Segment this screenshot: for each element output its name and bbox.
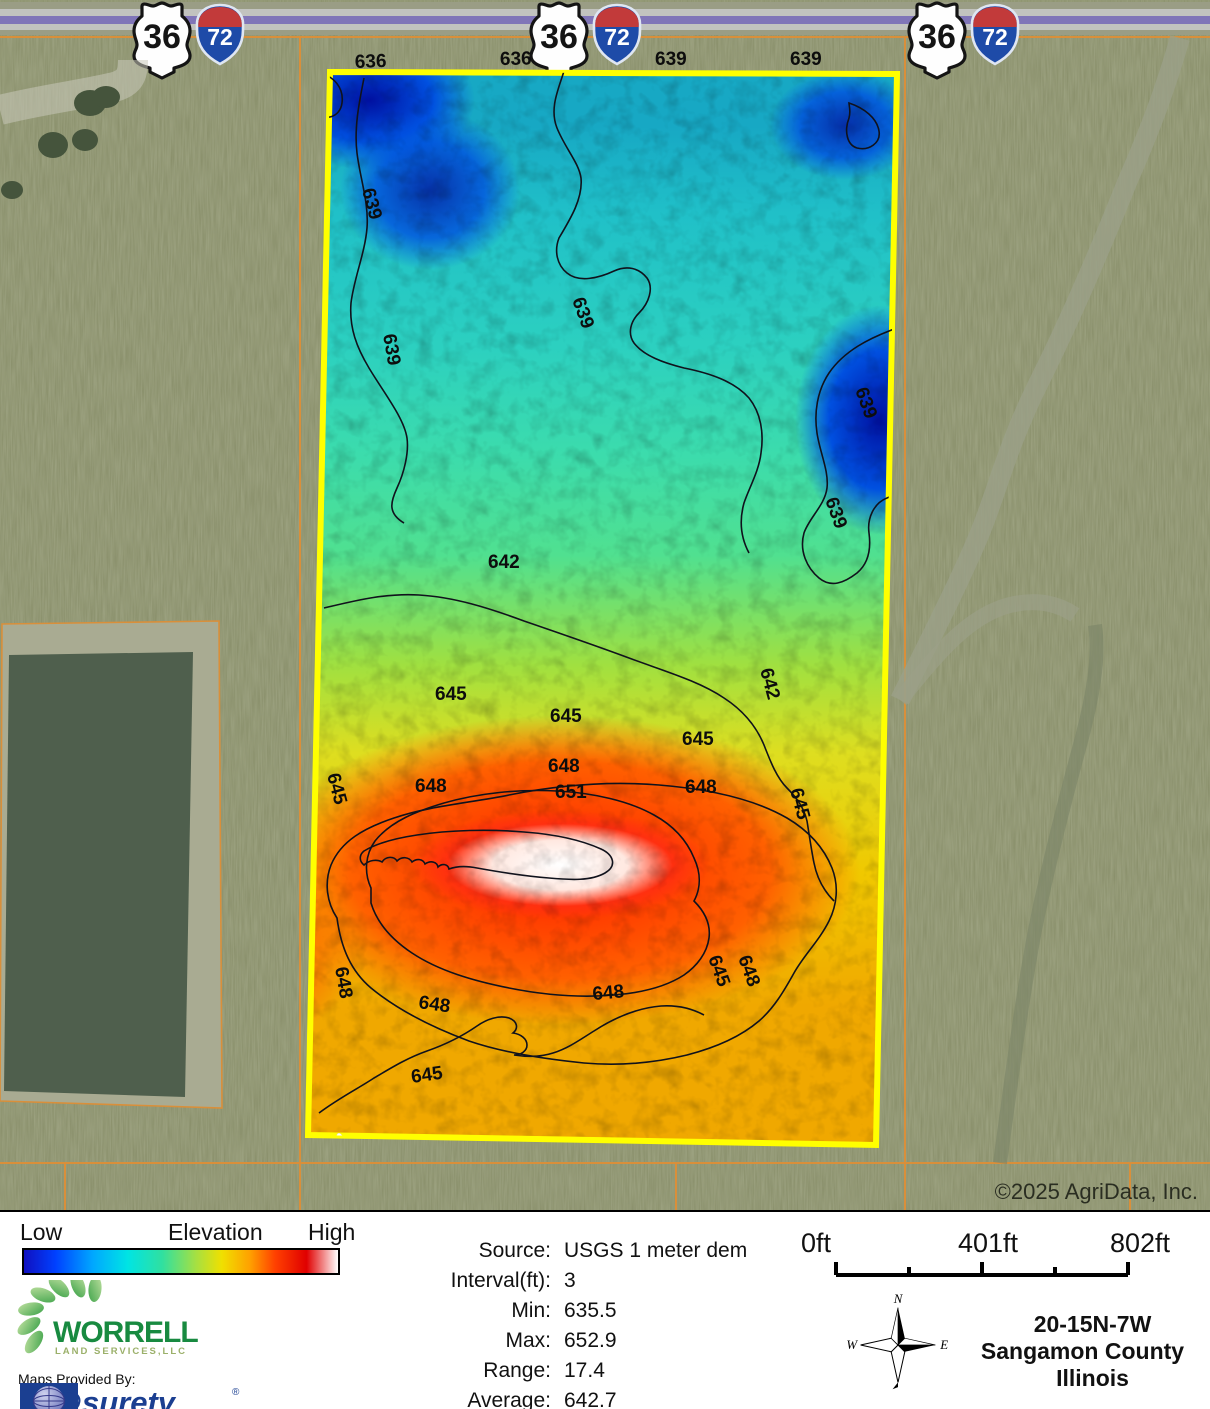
svg-text:N: N	[893, 1291, 904, 1306]
svg-text:648: 648	[548, 756, 580, 777]
svg-text:E: E	[939, 1337, 948, 1352]
svg-text:645: 645	[410, 1063, 445, 1088]
svg-text:648: 648	[685, 777, 717, 798]
svg-text:639: 639	[655, 49, 687, 70]
svg-text:648: 648	[592, 981, 625, 1005]
svg-text:642: 642	[488, 552, 520, 573]
svg-text:636: 636	[500, 48, 532, 70]
svg-text:401ft: 401ft	[958, 1228, 1019, 1258]
svg-text:802ft: 802ft	[1110, 1228, 1171, 1258]
svg-text:648: 648	[415, 776, 447, 797]
svg-text:W: W	[846, 1337, 858, 1352]
svg-text:645: 645	[435, 684, 467, 705]
svg-text:645: 645	[682, 729, 714, 750]
svg-text:0ft: 0ft	[801, 1228, 832, 1258]
svg-text:651: 651	[555, 782, 587, 803]
svg-text:636: 636	[354, 51, 386, 73]
svg-text:645: 645	[550, 706, 582, 727]
svg-text:639: 639	[790, 49, 822, 70]
svg-text:648: 648	[417, 992, 451, 1017]
